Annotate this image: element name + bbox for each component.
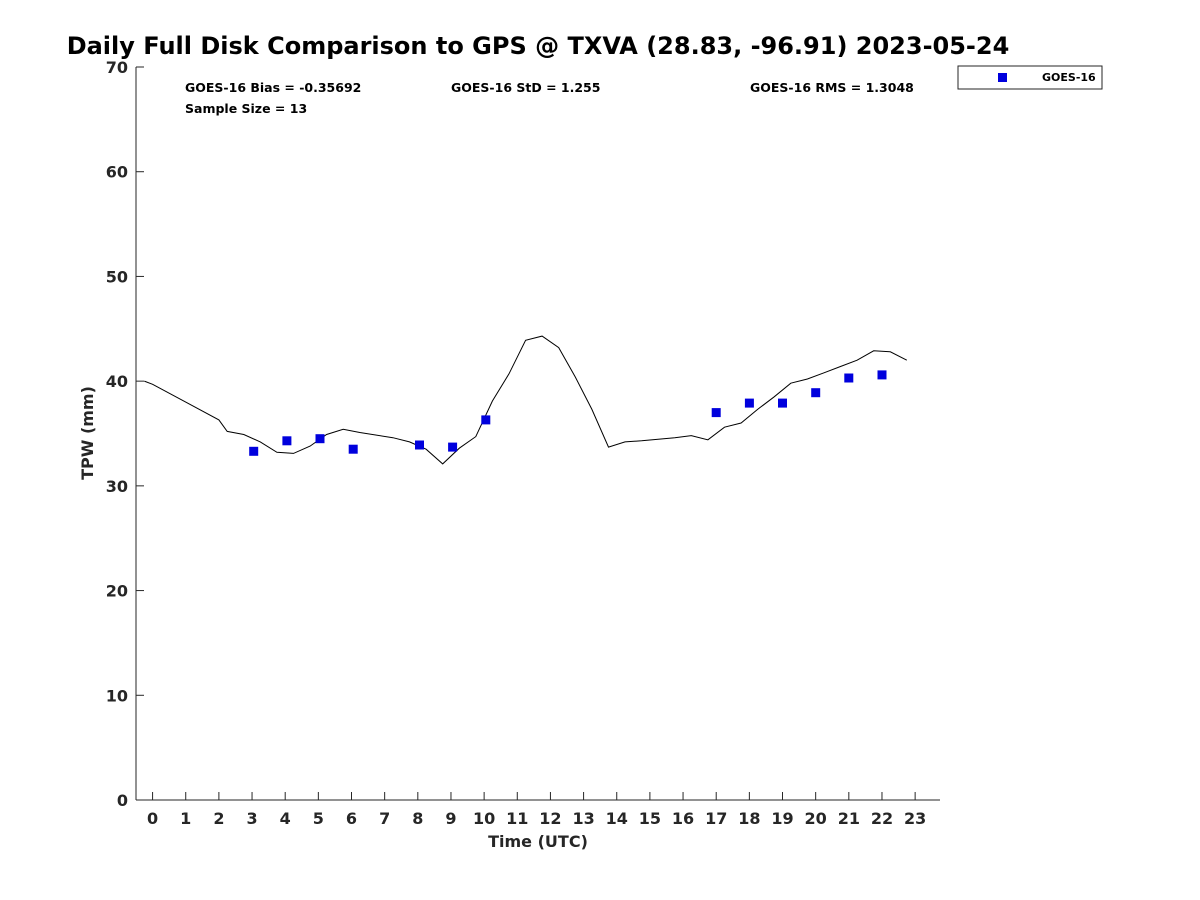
y-ticks: 0 10 20 30 40 50 60 70 bbox=[106, 58, 144, 810]
x-tick-label: 8 bbox=[412, 809, 423, 828]
std-stat: GOES-16 StD = 1.255 bbox=[451, 80, 600, 95]
y-axis-label: TPW (mm) bbox=[78, 386, 97, 480]
chart-title: Daily Full Disk Comparison to GPS @ TXVA… bbox=[67, 32, 1010, 60]
goes16-point bbox=[811, 388, 821, 398]
goes16-point bbox=[282, 436, 292, 446]
x-tick-label: 0 bbox=[147, 809, 158, 828]
goes16-point bbox=[481, 415, 491, 425]
goes16-point bbox=[249, 446, 259, 456]
rms-stat: GOES-16 RMS = 1.3048 bbox=[750, 80, 914, 95]
sample-size-stat: Sample Size = 13 bbox=[185, 101, 307, 116]
x-ticks: 0 1 2 3 4 5 6 7 8 9 10 11 12 13 14 15 16 17 18 19 20 21 22 23 bbox=[147, 792, 926, 828]
x-tick-label: 6 bbox=[346, 809, 357, 828]
x-tick-label: 20 bbox=[805, 809, 827, 828]
x-tick-label: 10 bbox=[473, 809, 495, 828]
goes16-point bbox=[711, 408, 721, 418]
gps-tpw-line bbox=[144, 335, 908, 465]
legend-label-goes16: GOES-16 bbox=[1042, 71, 1096, 84]
y-tick-label: 10 bbox=[106, 686, 128, 705]
x-tick-label: 4 bbox=[280, 809, 291, 828]
legend-box bbox=[957, 65, 1103, 90]
x-tick-label: 11 bbox=[506, 809, 528, 828]
goes16-point bbox=[315, 434, 325, 444]
goes16-point bbox=[877, 370, 887, 380]
x-tick-label: 9 bbox=[445, 809, 456, 828]
goes16-point bbox=[744, 398, 754, 408]
x-axis-label: Time (UTC) bbox=[488, 832, 588, 851]
x-tick-label: 15 bbox=[639, 809, 661, 828]
x-tick-label: 2 bbox=[213, 809, 224, 828]
y-tick-label: 0 bbox=[117, 791, 128, 810]
goes16-point bbox=[348, 444, 358, 454]
x-tick-label: 3 bbox=[246, 809, 257, 828]
x-tick-label: 5 bbox=[313, 809, 324, 828]
y-tick-label: 60 bbox=[106, 163, 128, 182]
legend: GOES-16 bbox=[957, 65, 1103, 90]
goes16-point bbox=[448, 442, 458, 452]
x-tick-label: 17 bbox=[705, 809, 727, 828]
y-tick-label: 20 bbox=[106, 582, 128, 601]
x-tick-label: 13 bbox=[572, 809, 594, 828]
legend-marker-goes16 bbox=[998, 73, 1007, 82]
goes16-point bbox=[415, 440, 424, 450]
y-tick-label: 70 bbox=[106, 58, 128, 77]
x-tick-label: 12 bbox=[539, 809, 561, 828]
x-tick-label: 18 bbox=[738, 809, 760, 828]
axes bbox=[135, 67, 940, 801]
x-tick-label: 19 bbox=[771, 809, 793, 828]
plot-area bbox=[144, 335, 908, 465]
bias-stat: GOES-16 Bias = -0.35692 bbox=[185, 80, 361, 95]
x-tick-label: 21 bbox=[838, 809, 860, 828]
x-tick-label: 14 bbox=[606, 809, 628, 828]
x-tick-label: 16 bbox=[672, 809, 694, 828]
x-tick-label: 1 bbox=[180, 809, 191, 828]
y-tick-label: 50 bbox=[106, 267, 128, 286]
goes16-point bbox=[844, 373, 854, 383]
x-tick-label: 23 bbox=[904, 809, 926, 828]
x-tick-label: 22 bbox=[871, 809, 893, 828]
x-tick-label: 7 bbox=[379, 809, 390, 828]
y-tick-label: 30 bbox=[106, 477, 128, 496]
goes16-point bbox=[778, 398, 787, 408]
y-tick-label: 40 bbox=[106, 372, 128, 391]
